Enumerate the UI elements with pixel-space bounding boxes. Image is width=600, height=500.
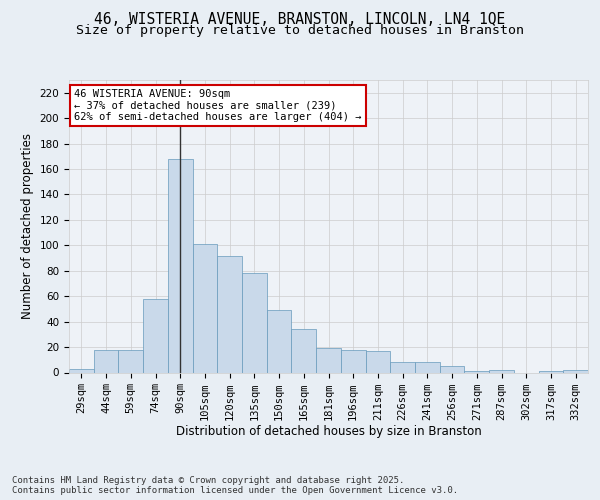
Bar [242, 274, 267, 372]
Text: 46, WISTERIA AVENUE, BRANSTON, LINCOLN, LN4 1QE: 46, WISTERIA AVENUE, BRANSTON, LINCOLN, … [94, 12, 506, 28]
Bar [390, 362, 415, 372]
Text: Contains HM Land Registry data © Crown copyright and database right 2025.
Contai: Contains HM Land Registry data © Crown c… [12, 476, 458, 495]
Bar [118, 350, 143, 372]
Bar [440, 366, 464, 372]
Bar [143, 298, 168, 372]
Bar [316, 348, 341, 372]
Y-axis label: Number of detached properties: Number of detached properties [21, 133, 34, 320]
Text: Size of property relative to detached houses in Branston: Size of property relative to detached ho… [76, 24, 524, 37]
Bar [365, 351, 390, 372]
Bar [217, 256, 242, 372]
Bar [267, 310, 292, 372]
Bar [415, 362, 440, 372]
Text: 46 WISTERIA AVENUE: 90sqm
← 37% of detached houses are smaller (239)
62% of semi: 46 WISTERIA AVENUE: 90sqm ← 37% of detac… [74, 89, 362, 122]
Bar [292, 330, 316, 372]
Bar [341, 350, 365, 372]
Bar [168, 159, 193, 372]
Bar [94, 350, 118, 372]
Bar [539, 371, 563, 372]
Bar [489, 370, 514, 372]
X-axis label: Distribution of detached houses by size in Branston: Distribution of detached houses by size … [176, 426, 481, 438]
Bar [464, 371, 489, 372]
Bar [193, 244, 217, 372]
Bar [563, 370, 588, 372]
Bar [69, 368, 94, 372]
